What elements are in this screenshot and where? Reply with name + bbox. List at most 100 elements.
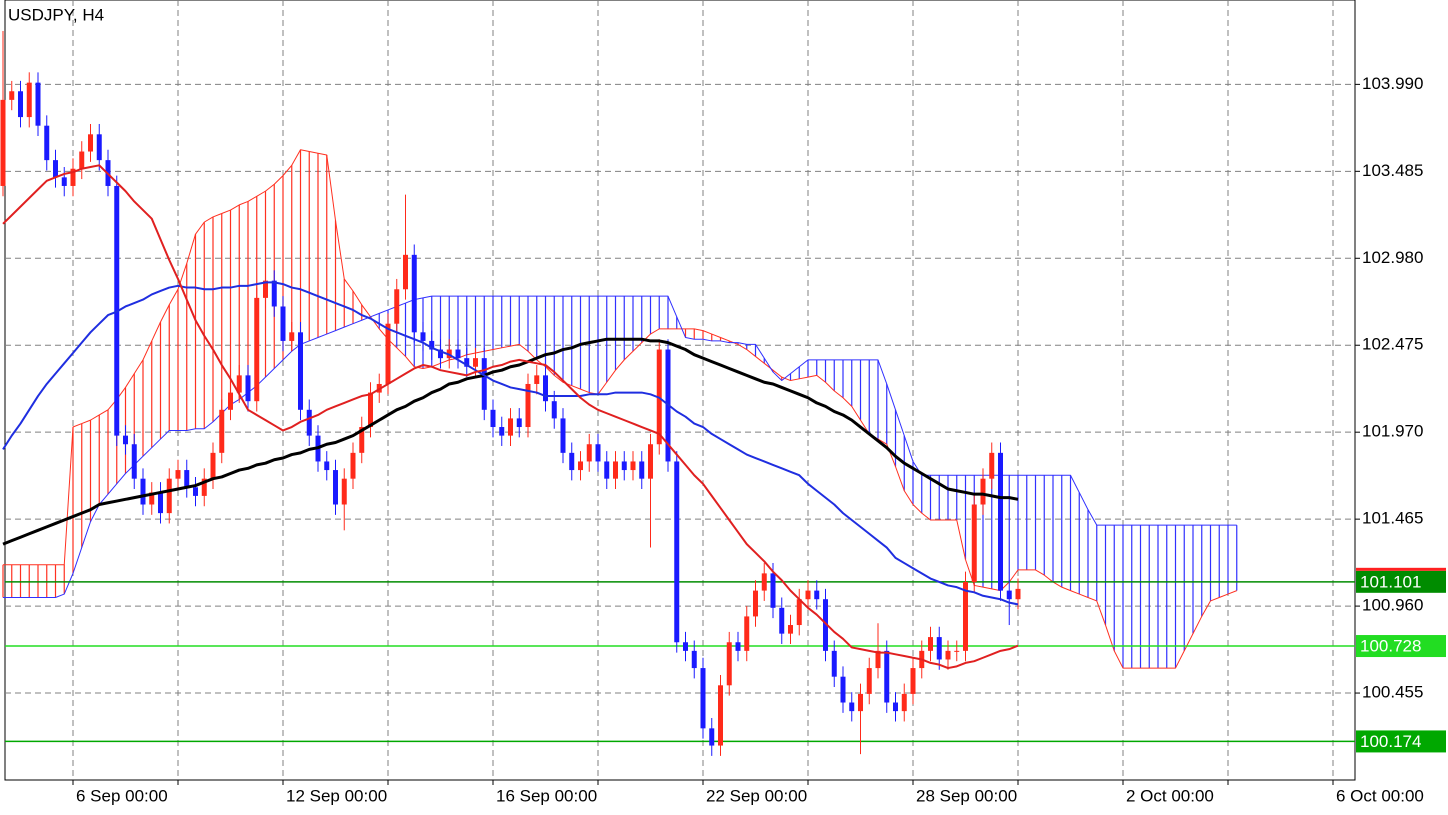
candle-body [219,409,225,453]
candle-body [149,492,155,505]
candle-body [175,470,181,479]
candle-body [254,297,260,402]
candle-body [96,134,102,161]
candle-body [298,332,303,410]
candle-body [936,637,942,660]
candle-body [26,82,32,118]
cloud-layer [2,149,1238,669]
candle-body [805,590,811,600]
candle-body [963,581,968,651]
candle-body [201,478,207,496]
candle-body [788,625,793,634]
candle-body [0,99,6,186]
candle-body [858,693,863,712]
candle-body [53,160,58,178]
candle-body [945,650,951,660]
candle-body [1006,590,1012,600]
candle-body [928,637,933,651]
candle-body [166,478,172,514]
axis-layer: 103.990 103.485 102.980 102.475 101.970 101.4… [72,74,1446,805]
candle-body [455,349,461,359]
candle-body [718,685,723,746]
x-tick-label: 6 Sep 00:00 [76,786,168,805]
candle-body [569,452,575,471]
candle-body [341,478,347,505]
candle-body [429,340,435,350]
candle-body [158,492,163,514]
x-tick-label: 16 Sep 00:00 [496,786,597,805]
candle-body [840,676,846,703]
candle-body [438,349,443,359]
candle-body [9,91,15,100]
y-tick-label: 100.455 [1362,683,1423,702]
candle-body [648,444,653,479]
y-tick-label: 102.475 [1362,335,1423,354]
y-tick-label: 100.960 [1362,596,1423,615]
candle-body [989,452,995,479]
level-tag [1356,635,1446,658]
candle-body [403,254,408,290]
candle-body [709,728,715,746]
candle-body [280,306,286,341]
level-tag [1356,730,1446,753]
candle-body [245,375,251,402]
candle-body [980,478,986,505]
y-tick-label: 102.980 [1362,248,1423,267]
candle-body [691,650,697,669]
candle-body [236,375,242,393]
candle-body [595,444,601,462]
plot-frame [4,0,1356,781]
candle-body [578,461,583,471]
candle-body [499,427,505,436]
y-tick-label: 103.485 [1362,161,1423,180]
line-layer [2,164,1019,670]
candle-body [359,427,365,453]
candle-body [481,358,487,410]
level-label: 100.728 [1360,637,1421,656]
level-label: 101.101 [1360,572,1421,591]
candle-body [893,702,898,712]
candle-body [35,82,41,126]
candle-body [875,650,881,669]
candle-body [761,573,767,591]
candle-body [700,668,706,729]
x-tick-label: 12 Sep 00:00 [286,786,387,805]
candle-body [228,392,233,410]
y-tick-label: 101.465 [1362,509,1423,528]
candle-body [271,280,277,307]
candle-body [1015,588,1021,600]
candle-body [954,650,960,652]
candle-body [823,599,828,651]
level-layer [5,581,1355,743]
candle-body [394,289,400,324]
y-tick-label: 103.990 [1362,74,1423,93]
candle-body [385,323,391,384]
y-tick-label: 101.970 [1362,422,1423,441]
candle-body [140,478,146,505]
candle-body [333,470,338,505]
level-tag [1356,570,1446,593]
candle-body [796,599,802,626]
cloud-span-b [3,295,1237,598]
candle-body [744,616,750,651]
moving-average [2,164,1019,670]
moving-average [2,281,1019,606]
candle-body [726,642,732,686]
candle-body [306,409,312,436]
candle-body [131,444,137,479]
candle-body [289,332,295,341]
candle-body [621,461,627,471]
candle-body [613,461,618,479]
candle-body [630,461,636,471]
candle-body [586,444,592,462]
candle-body [350,452,356,479]
candle-body [735,642,741,651]
candle-body [831,650,837,677]
candle-body [770,573,776,608]
candle-body [184,470,190,488]
candle-body [525,383,531,428]
moving-average [2,337,1019,546]
candle-body [674,461,680,643]
